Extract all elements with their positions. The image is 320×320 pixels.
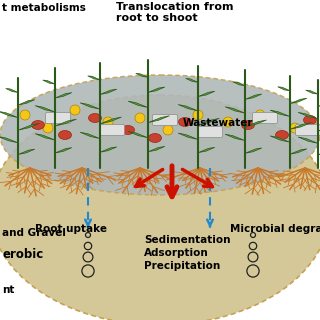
Polygon shape [198, 147, 215, 153]
Polygon shape [18, 149, 35, 155]
Polygon shape [290, 123, 311, 129]
Ellipse shape [89, 114, 101, 123]
FancyBboxPatch shape [45, 113, 70, 124]
Text: Adsorption: Adsorption [144, 248, 209, 258]
Polygon shape [278, 87, 290, 91]
Polygon shape [245, 148, 262, 153]
Circle shape [135, 113, 145, 123]
Text: Root uptake: Root uptake [35, 224, 107, 234]
Circle shape [103, 117, 113, 127]
Polygon shape [6, 89, 18, 92]
Circle shape [20, 110, 30, 120]
Text: Sedimentation: Sedimentation [144, 235, 230, 245]
Polygon shape [245, 120, 267, 127]
Circle shape [290, 123, 300, 133]
Ellipse shape [122, 125, 134, 134]
Polygon shape [43, 80, 55, 84]
Polygon shape [18, 124, 39, 130]
Circle shape [163, 125, 173, 135]
Ellipse shape [242, 121, 254, 130]
Polygon shape [270, 136, 290, 142]
Polygon shape [318, 124, 320, 131]
Text: erobic: erobic [2, 248, 43, 261]
Ellipse shape [276, 131, 289, 140]
FancyBboxPatch shape [100, 124, 124, 135]
Text: Microbial degrada: Microbial degrada [230, 224, 320, 234]
FancyBboxPatch shape [197, 126, 222, 138]
Polygon shape [186, 78, 198, 82]
Polygon shape [35, 134, 55, 140]
Text: Wastewater: Wastewater [183, 118, 253, 128]
Polygon shape [55, 148, 72, 153]
Polygon shape [128, 132, 148, 138]
Polygon shape [100, 147, 117, 152]
Polygon shape [136, 73, 148, 77]
Circle shape [255, 110, 265, 120]
Ellipse shape [303, 116, 316, 124]
Polygon shape [245, 94, 262, 100]
Polygon shape [198, 118, 220, 125]
Polygon shape [318, 149, 320, 155]
Text: Translocation from: Translocation from [116, 2, 234, 12]
Polygon shape [298, 112, 318, 119]
Polygon shape [100, 89, 117, 94]
Ellipse shape [0, 75, 320, 195]
Polygon shape [148, 116, 170, 123]
Polygon shape [0, 111, 18, 118]
Polygon shape [306, 90, 318, 94]
FancyBboxPatch shape [295, 124, 320, 135]
Polygon shape [290, 98, 307, 104]
Polygon shape [88, 76, 100, 80]
Text: nt: nt [2, 285, 14, 295]
Polygon shape [178, 133, 198, 140]
Text: root to shoot: root to shoot [116, 13, 198, 23]
FancyBboxPatch shape [252, 113, 277, 124]
Polygon shape [148, 147, 165, 152]
Polygon shape [290, 149, 307, 154]
Polygon shape [100, 117, 122, 124]
Polygon shape [80, 132, 100, 139]
Polygon shape [18, 100, 35, 105]
Polygon shape [128, 101, 148, 108]
Polygon shape [0, 136, 18, 143]
Ellipse shape [209, 127, 221, 137]
Polygon shape [225, 134, 245, 140]
Text: and Gravel: and Gravel [2, 228, 66, 238]
Ellipse shape [59, 131, 71, 140]
Polygon shape [233, 82, 245, 86]
Text: t metabolisms: t metabolisms [2, 3, 86, 13]
Polygon shape [225, 107, 245, 113]
Polygon shape [298, 137, 318, 143]
Polygon shape [198, 91, 215, 97]
Polygon shape [318, 101, 320, 106]
Text: Precipitation: Precipitation [144, 261, 220, 271]
Polygon shape [35, 106, 55, 112]
Circle shape [223, 117, 233, 127]
Polygon shape [178, 105, 198, 111]
Polygon shape [270, 110, 290, 116]
FancyBboxPatch shape [153, 115, 178, 125]
Ellipse shape [148, 133, 162, 142]
Polygon shape [148, 87, 165, 92]
Polygon shape [55, 119, 76, 126]
Circle shape [70, 105, 80, 115]
Circle shape [193, 110, 203, 120]
Polygon shape [55, 92, 72, 98]
Polygon shape [80, 103, 100, 109]
Ellipse shape [179, 117, 191, 126]
Circle shape [43, 123, 53, 133]
Ellipse shape [31, 121, 44, 130]
Ellipse shape [0, 95, 320, 320]
